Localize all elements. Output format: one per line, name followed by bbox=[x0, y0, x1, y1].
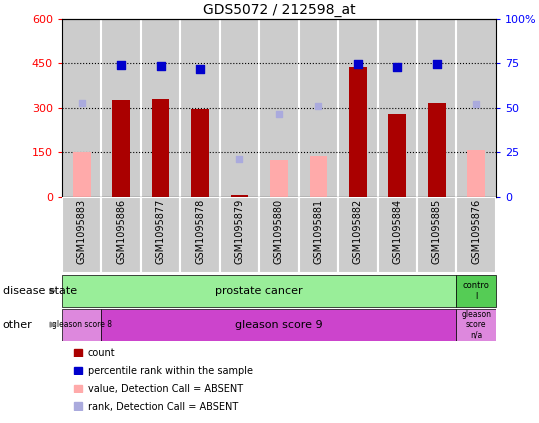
FancyBboxPatch shape bbox=[141, 197, 181, 273]
Point bbox=[235, 155, 244, 162]
Bar bbox=[141, 19, 181, 197]
FancyBboxPatch shape bbox=[377, 197, 417, 273]
Point bbox=[354, 60, 362, 67]
Text: GSM1095882: GSM1095882 bbox=[353, 199, 363, 264]
Text: percentile rank within the sample: percentile rank within the sample bbox=[88, 366, 253, 376]
Bar bbox=[299, 19, 338, 197]
Bar bbox=[101, 19, 141, 197]
Point bbox=[117, 62, 126, 69]
Bar bbox=[457, 275, 496, 307]
Bar bbox=[377, 19, 417, 197]
FancyBboxPatch shape bbox=[299, 197, 338, 273]
FancyBboxPatch shape bbox=[338, 197, 377, 273]
Text: GSM1095877: GSM1095877 bbox=[156, 199, 165, 264]
Text: disease state: disease state bbox=[3, 286, 77, 296]
Text: GSM1095880: GSM1095880 bbox=[274, 199, 284, 264]
Text: other: other bbox=[3, 320, 32, 330]
Bar bbox=[309, 156, 327, 197]
Text: count: count bbox=[88, 348, 115, 358]
Point bbox=[314, 103, 323, 110]
Bar bbox=[338, 19, 377, 197]
Point bbox=[274, 110, 284, 117]
Bar bbox=[231, 195, 248, 197]
Bar bbox=[74, 349, 82, 357]
Text: contro
l: contro l bbox=[462, 281, 489, 300]
Text: GSM1095881: GSM1095881 bbox=[313, 199, 323, 264]
Bar bbox=[62, 309, 101, 341]
Bar bbox=[74, 367, 82, 374]
Text: gleason score 9: gleason score 9 bbox=[235, 320, 323, 330]
Bar bbox=[428, 104, 446, 197]
Bar bbox=[389, 114, 406, 197]
Point bbox=[156, 63, 165, 70]
Point bbox=[78, 99, 86, 106]
Bar bbox=[191, 110, 209, 197]
Text: rank, Detection Call = ABSENT: rank, Detection Call = ABSENT bbox=[88, 401, 238, 412]
Bar bbox=[349, 67, 367, 197]
Bar bbox=[62, 19, 101, 197]
Bar bbox=[112, 101, 130, 197]
Point bbox=[432, 60, 441, 67]
Text: GSM1095879: GSM1095879 bbox=[234, 199, 245, 264]
FancyBboxPatch shape bbox=[62, 197, 101, 273]
Text: GSM1095886: GSM1095886 bbox=[116, 199, 126, 264]
Bar bbox=[467, 150, 485, 197]
FancyBboxPatch shape bbox=[259, 197, 299, 273]
FancyBboxPatch shape bbox=[417, 197, 457, 273]
Bar bbox=[74, 402, 82, 410]
Text: value, Detection Call = ABSENT: value, Detection Call = ABSENT bbox=[88, 384, 243, 394]
FancyBboxPatch shape bbox=[181, 197, 220, 273]
Text: GSM1095885: GSM1095885 bbox=[432, 199, 442, 264]
Point bbox=[393, 64, 402, 71]
FancyBboxPatch shape bbox=[220, 197, 259, 273]
Bar bbox=[270, 160, 288, 197]
Text: GSM1095884: GSM1095884 bbox=[392, 199, 402, 264]
Bar bbox=[220, 19, 259, 197]
Bar bbox=[73, 152, 91, 197]
FancyBboxPatch shape bbox=[101, 197, 141, 273]
Text: GSM1095883: GSM1095883 bbox=[77, 199, 87, 264]
Text: GSM1095878: GSM1095878 bbox=[195, 199, 205, 264]
Point bbox=[196, 66, 204, 72]
Point bbox=[472, 101, 480, 108]
Bar bbox=[259, 19, 299, 197]
Text: prostate cancer: prostate cancer bbox=[216, 286, 303, 296]
Title: GDS5072 / 212598_at: GDS5072 / 212598_at bbox=[203, 3, 355, 16]
Bar bbox=[101, 309, 457, 341]
Bar bbox=[457, 309, 496, 341]
Bar bbox=[151, 99, 169, 197]
Text: gleason
score
n/a: gleason score n/a bbox=[461, 310, 491, 340]
Text: gleason score 8: gleason score 8 bbox=[52, 320, 112, 329]
FancyBboxPatch shape bbox=[457, 197, 496, 273]
Bar bbox=[74, 385, 82, 392]
Bar bbox=[181, 19, 220, 197]
Bar bbox=[417, 19, 457, 197]
Bar bbox=[457, 19, 496, 197]
Text: GSM1095876: GSM1095876 bbox=[471, 199, 481, 264]
